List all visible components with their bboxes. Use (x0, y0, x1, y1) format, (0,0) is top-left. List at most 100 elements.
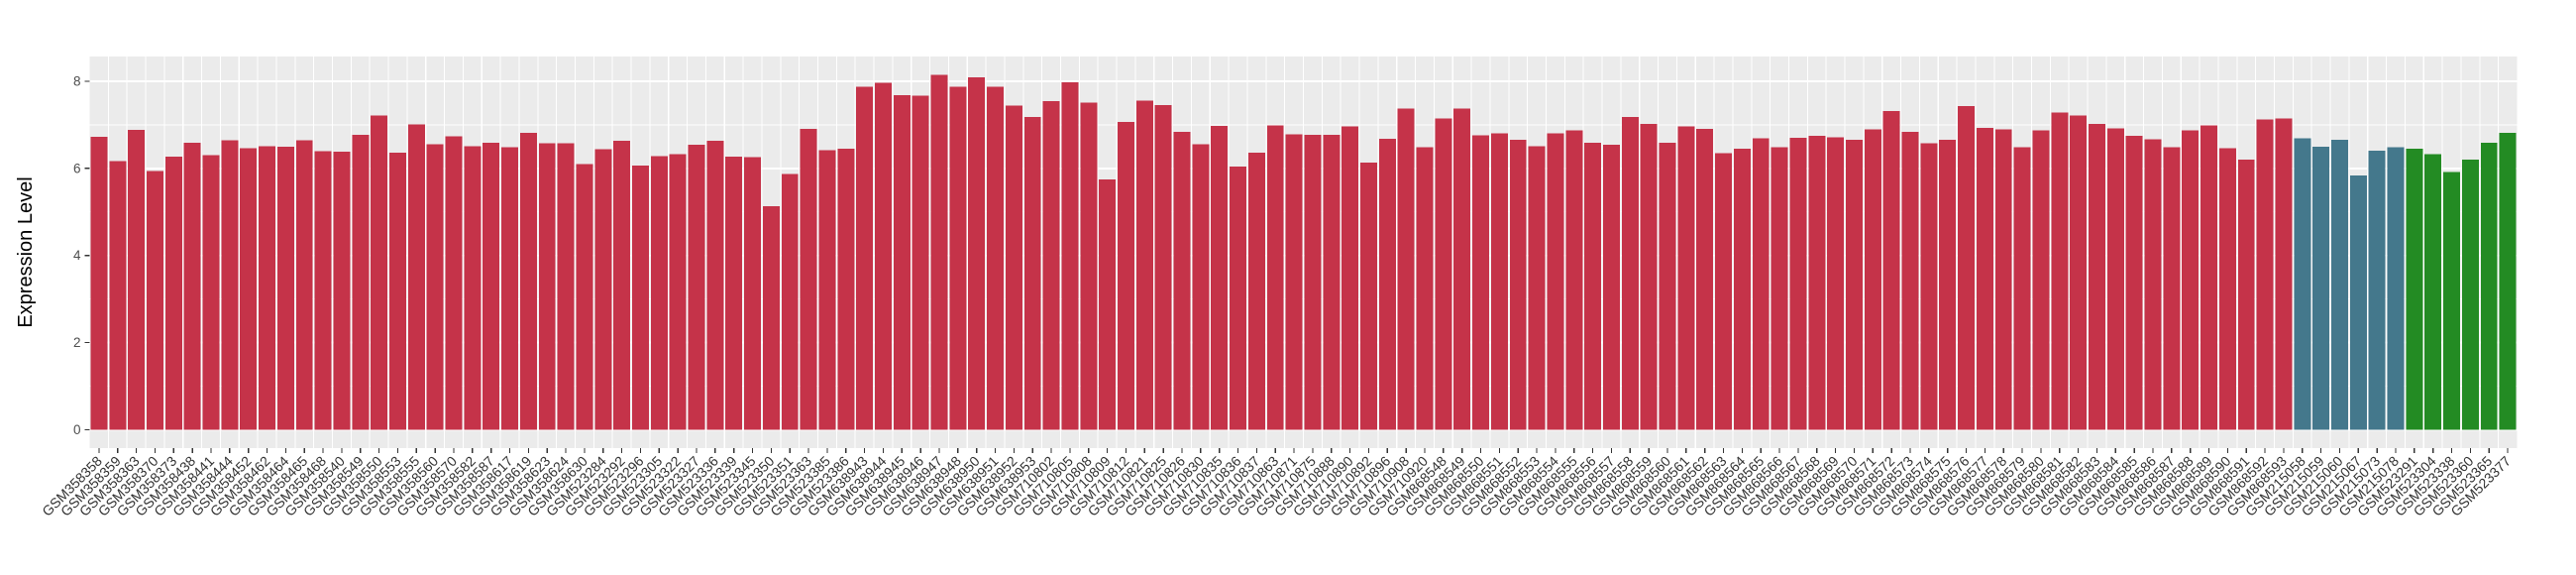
bar (1416, 147, 1434, 430)
bar (2051, 112, 2069, 430)
bar (109, 161, 127, 430)
bar (276, 146, 294, 430)
bar (1677, 126, 1695, 430)
bar (2237, 160, 2255, 430)
bar (388, 152, 406, 430)
bar (538, 143, 556, 430)
bar (1266, 125, 1284, 430)
bar (1939, 139, 1957, 430)
bar (1845, 140, 1863, 430)
bar (2480, 142, 2498, 430)
bar (2349, 174, 2367, 430)
bar (240, 148, 258, 430)
bar (2424, 154, 2442, 430)
bar (1958, 105, 1976, 430)
bar (2032, 130, 2050, 430)
bar (1192, 144, 1210, 430)
y-axis-tick-label: 0 (73, 422, 81, 437)
bar (1490, 133, 1508, 430)
bar (445, 136, 463, 430)
bar (501, 147, 519, 430)
bar (1659, 142, 1676, 430)
bar (333, 152, 351, 430)
bar (183, 142, 201, 430)
bar (800, 129, 817, 430)
bar (352, 134, 370, 430)
bar (146, 171, 163, 430)
bar (1827, 137, 1845, 430)
bar (2461, 160, 2479, 430)
bar (762, 206, 780, 430)
bar (1715, 153, 1733, 430)
bar (1435, 118, 1452, 430)
y-axis-title: Expression Level (15, 176, 37, 327)
bar (1752, 138, 1770, 430)
bar (1359, 163, 1377, 430)
bar (1733, 149, 1751, 430)
bar (1135, 100, 1153, 430)
bar (2406, 149, 2423, 430)
bar (1771, 147, 1788, 430)
y-axis-tick-label: 2 (73, 335, 81, 350)
bar (2368, 151, 2386, 430)
bar (631, 166, 649, 430)
y-axis-tick-label: 6 (73, 161, 81, 175)
bar (2499, 132, 2517, 430)
bar (781, 173, 799, 430)
bar (1565, 130, 1583, 430)
bar (1994, 129, 2012, 430)
bar (1247, 152, 1265, 430)
bar (818, 150, 836, 430)
bar (557, 143, 575, 430)
bar (576, 164, 593, 430)
bar (1378, 138, 1396, 430)
bar (2144, 139, 2162, 430)
bar (725, 156, 743, 430)
bar (1789, 138, 1807, 430)
bar (2387, 147, 2405, 430)
bar (1285, 134, 1303, 430)
bar (856, 86, 874, 430)
bar (1099, 179, 1117, 430)
bar (2088, 123, 2105, 430)
bar (1808, 135, 1826, 430)
bar (1901, 131, 1919, 430)
y-axis-tick-label: 4 (73, 248, 81, 263)
bar (1304, 134, 1322, 430)
bar (968, 76, 986, 430)
bar (464, 146, 482, 430)
bar (371, 115, 388, 430)
bar (1976, 127, 1993, 430)
bar (930, 74, 948, 430)
y-axis-tick-label: 8 (73, 73, 81, 88)
bar (314, 151, 332, 430)
bar (1342, 126, 1359, 430)
bar (1061, 81, 1079, 430)
bar (1117, 121, 1134, 430)
bar (1547, 133, 1564, 430)
bar (2294, 138, 2311, 430)
bar (1509, 140, 1527, 430)
bar (2275, 118, 2293, 430)
bar (164, 156, 182, 430)
bar (1621, 116, 1639, 430)
bar (1042, 101, 1060, 430)
bar (987, 86, 1005, 430)
bar (949, 86, 967, 430)
bar (1472, 135, 1490, 430)
bar (1211, 126, 1229, 430)
bar (1584, 142, 1602, 430)
bar (1023, 116, 1041, 430)
bar (259, 146, 276, 430)
bar (1173, 131, 1191, 430)
bar (1080, 102, 1098, 430)
bar (2218, 148, 2236, 430)
bar (483, 142, 500, 430)
bar (1528, 146, 1546, 430)
bar (519, 132, 537, 430)
bar (426, 144, 444, 430)
bar (874, 82, 892, 430)
bar (2200, 125, 2218, 430)
